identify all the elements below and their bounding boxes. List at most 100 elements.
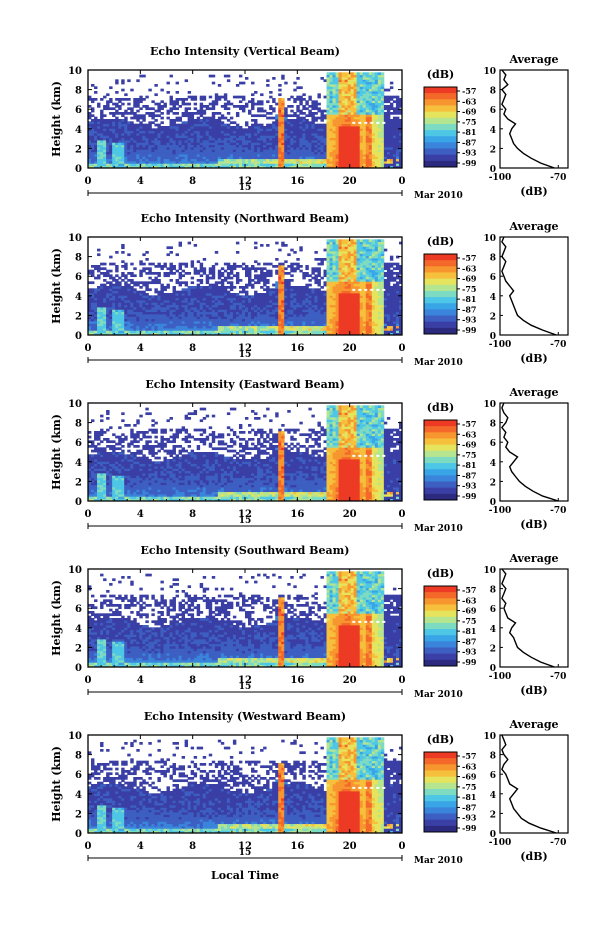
heatmap-cell — [97, 316, 101, 320]
heatmap-cell — [317, 154, 321, 157]
heatmap-cell — [127, 163, 131, 167]
heatmap-cell — [169, 119, 173, 122]
heatmap-cell — [278, 88, 282, 92]
heatmap-cell — [139, 311, 143, 315]
heatmap-cell — [148, 314, 152, 317]
heatmap-cell — [148, 112, 152, 115]
heatmap-cell — [148, 328, 152, 331]
heatmap-cell — [184, 156, 189, 160]
heatmap-cell — [290, 126, 294, 129]
heatmap-cell — [97, 330, 101, 334]
heatmap-cell — [251, 98, 255, 101]
heatmap-cell — [193, 147, 198, 150]
heatmap-cell — [287, 163, 291, 167]
heatmap-cell — [338, 114, 343, 118]
heatmap-cell — [235, 112, 240, 115]
heatmap-cell — [235, 241, 240, 245]
y-tick-label: 6 — [75, 105, 82, 116]
heatmap-cell — [175, 290, 179, 294]
heatmap-cell — [266, 165, 270, 169]
heatmap-cell — [359, 135, 364, 139]
heatmap-cell — [118, 311, 122, 315]
heatmap-cell — [326, 126, 330, 129]
heatmap-cell — [272, 318, 276, 322]
heatmap-cell — [94, 328, 98, 331]
heatmap-cell — [395, 163, 400, 167]
heatmap-cell — [199, 288, 204, 292]
heatmap-cell — [305, 325, 309, 329]
heatmap-cell — [344, 133, 349, 136]
heatmap-cell — [238, 328, 243, 331]
heatmap-cell — [133, 281, 137, 285]
heatmap-cell — [362, 86, 367, 90]
heatmap-cell — [383, 100, 388, 104]
heatmap-cell — [320, 158, 324, 162]
heatmap-cell — [260, 316, 264, 320]
heatmap-cell — [199, 133, 204, 136]
heatmap-cell — [97, 137, 101, 141]
heatmap-cell — [181, 314, 186, 317]
heatmap-cell — [181, 293, 186, 296]
heatmap-cell — [121, 156, 125, 160]
heatmap-cell — [257, 295, 261, 299]
heatmap-cell — [299, 295, 303, 299]
heatmap-cell — [175, 297, 179, 301]
heatmap-cell — [205, 135, 210, 139]
heatmap-cell — [208, 149, 213, 153]
heatmap-cell — [260, 302, 264, 306]
heatmap-cell — [223, 105, 228, 108]
heatmap-cell — [386, 116, 391, 120]
heatmap-cell — [229, 302, 234, 306]
heatmap-cell — [266, 142, 270, 146]
heatmap-cell — [196, 307, 201, 310]
heatmap-cell — [187, 114, 192, 118]
heatmap-cell — [124, 288, 128, 292]
heatmap-cell — [187, 142, 192, 146]
heatmap-cell — [220, 293, 225, 296]
heatmap-cell — [335, 114, 339, 118]
heatmap-cell — [341, 93, 346, 97]
heatmap-cell — [386, 161, 391, 164]
heatmap-cell — [245, 133, 249, 136]
heatmap-cell — [175, 328, 179, 331]
heatmap-cell — [254, 121, 258, 125]
heatmap-cell — [112, 102, 116, 106]
heatmap-cell — [235, 126, 240, 129]
heatmap-cell — [368, 112, 373, 115]
heatmap-cell — [139, 269, 143, 273]
heatmap-cell — [145, 137, 149, 141]
heatmap-cell — [193, 328, 198, 331]
heatmap-cell — [121, 135, 125, 139]
heatmap-cell — [106, 307, 110, 310]
heatmap-cell — [359, 154, 364, 157]
heatmap-cell — [136, 295, 140, 299]
heatmap-cell — [266, 163, 270, 167]
heatmap-cell — [103, 165, 107, 169]
heatmap-cell — [112, 126, 116, 129]
heatmap-cell — [350, 93, 355, 97]
heatmap-cell — [251, 154, 255, 157]
heatmap-cell — [100, 154, 104, 157]
heatmap-cell — [103, 307, 107, 310]
heatmap-cell — [193, 140, 198, 143]
heatmap-cell — [184, 265, 189, 268]
heatmap-cell — [142, 165, 146, 169]
heatmap-cell — [302, 158, 306, 162]
heatmap-cell — [112, 112, 116, 115]
heatmap-cell — [109, 158, 113, 162]
heatmap-cell — [115, 151, 119, 155]
heatmap-cell — [275, 121, 279, 125]
heatmap-cell — [100, 114, 104, 118]
heatmap-cell — [389, 161, 394, 164]
heatmap-cell — [229, 286, 234, 289]
heatmap-cell — [278, 114, 282, 118]
heatmap-cell — [284, 121, 288, 125]
heatmap-cell — [278, 330, 282, 334]
heatmap-cell — [211, 265, 216, 268]
heatmap-cell — [272, 149, 276, 153]
heatmap-cell — [269, 123, 273, 127]
heatmap-cell — [115, 147, 119, 150]
heatmap-cell — [157, 161, 161, 164]
heatmap-cell — [350, 107, 355, 111]
heatmap-cell — [112, 295, 116, 299]
